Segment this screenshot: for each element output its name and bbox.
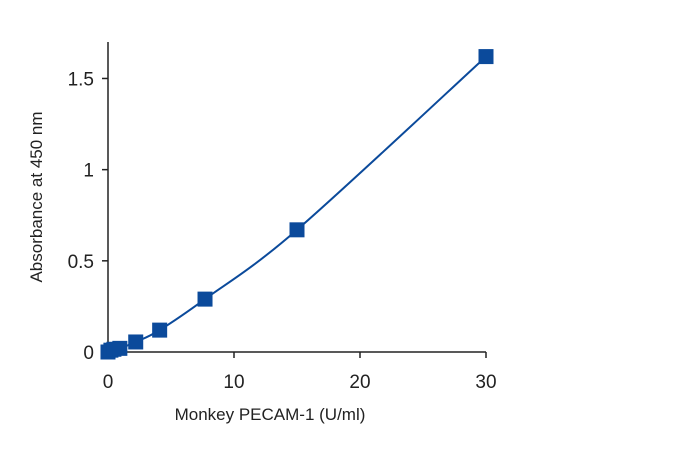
y-tick-label: 0.5 <box>68 252 94 273</box>
x-tick-label: 10 <box>223 372 244 393</box>
data-point <box>197 291 213 307</box>
x-tick-label: 0 <box>103 372 114 393</box>
x-tick-label: 30 <box>475 372 496 393</box>
fit-curve <box>107 55 487 353</box>
x-tick-label: 20 <box>349 372 370 393</box>
ticks: 0 10 20 30 0 0.5 1 1.5 <box>68 69 497 393</box>
series <box>100 49 494 360</box>
y-tick-label: 0 <box>83 343 94 364</box>
data-point <box>478 49 494 65</box>
x-axis-title: Monkey PECAM-1 (U/ml) <box>175 405 366 424</box>
data-point <box>289 222 305 238</box>
y-tick-label: 1 <box>83 161 94 182</box>
data-point <box>128 334 144 350</box>
axes <box>107 42 486 353</box>
y-tick-label: 1.5 <box>68 69 94 90</box>
data-point <box>112 340 128 356</box>
data-point <box>152 322 168 338</box>
y-axis-title: Absorbance at 450 nm <box>27 111 46 282</box>
